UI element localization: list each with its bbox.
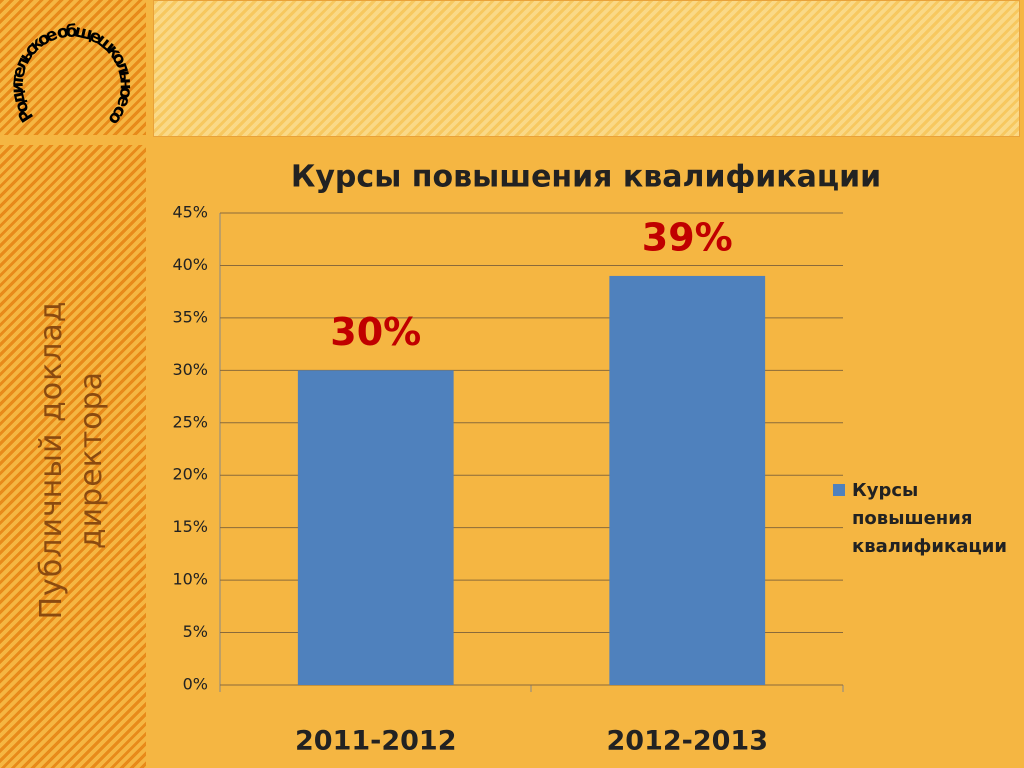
y-tick-label: 10% <box>172 570 208 589</box>
bar <box>297 370 454 685</box>
y-tick-label: 15% <box>172 517 208 536</box>
y-tick-label: 0% <box>183 675 208 694</box>
y-tick-label: 45% <box>172 203 208 222</box>
side-panel <box>0 145 146 768</box>
x-tick-label: 2012-2013 <box>607 726 769 757</box>
y-tick-label: 35% <box>172 307 208 326</box>
x-tick-label: 2011-2012 <box>295 726 457 757</box>
y-tick-label: 5% <box>183 622 208 641</box>
legend-key <box>833 484 845 496</box>
data-label: 39% <box>642 215 733 259</box>
badge: Родительское общешкольное собрание <box>0 0 136 129</box>
data-label: 30% <box>330 310 421 354</box>
y-tick-label: 40% <box>172 255 208 274</box>
badge-text: Родительское общешкольное собрание <box>0 0 136 129</box>
y-tick-label: 30% <box>172 360 208 379</box>
chart-title: Курсы повышения квалификации <box>291 160 881 195</box>
badge-panel <box>0 0 146 135</box>
legend-label: Курсы повышения квалификации <box>852 480 1007 557</box>
bar <box>609 275 766 685</box>
y-tick-label: 20% <box>172 465 208 484</box>
y-tick-label: 25% <box>172 412 208 431</box>
header-box <box>153 0 1020 137</box>
